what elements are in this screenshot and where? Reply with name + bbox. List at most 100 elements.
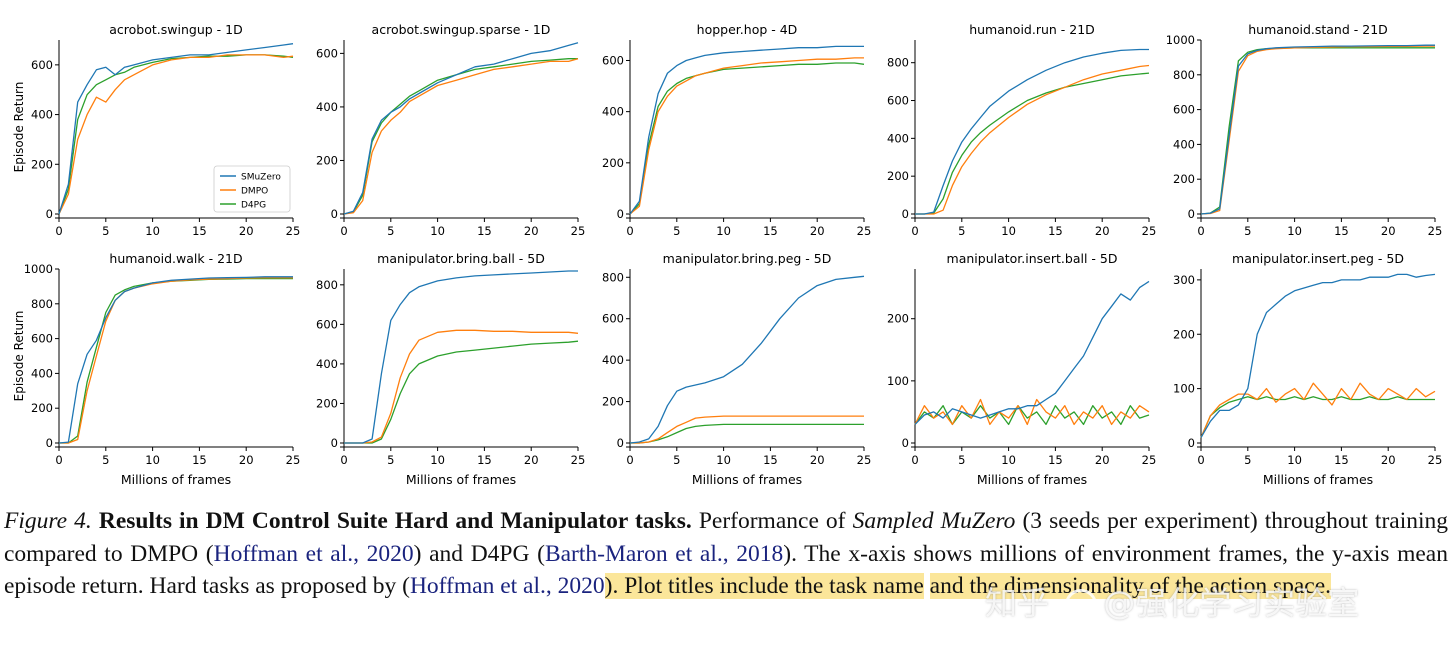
- x-tick-label: 15: [763, 453, 778, 467]
- x-tick-label: 20: [239, 453, 254, 467]
- x-tick-label: 20: [1381, 224, 1396, 238]
- series-line-d4pg: [344, 340, 579, 444]
- series-line-smuzero: [1200, 273, 1436, 438]
- x-tick-label: 10: [1287, 224, 1302, 238]
- x-tick-label: 20: [524, 453, 539, 467]
- y-tick-label: 200: [316, 396, 338, 410]
- series-line-d4pg: [629, 62, 865, 215]
- chart-panel: humanoid.run - 21D 0 5 10 15 20 25 0 200 400 600 80…: [887, 22, 1156, 238]
- series-line-smuzero: [58, 276, 293, 444]
- chart-title: manipulator.bring.peg - 5D: [663, 251, 832, 266]
- y-tick-label: 0: [902, 207, 909, 221]
- y-tick-label: 600: [316, 46, 338, 60]
- chart-panel: acrobot.swingup.sparse - 1D 0 5 10 15 20 25 0 20…: [316, 22, 585, 238]
- citation-link-hoffman-2[interactable]: Hoffman et al., 2020: [409, 573, 605, 599]
- y-tick-label: 800: [31, 297, 53, 311]
- x-tick-label: 20: [239, 224, 254, 238]
- x-tick-label: 0: [626, 453, 633, 467]
- x-axis-label: Millions of frames: [406, 472, 516, 487]
- x-tick-label: 25: [857, 453, 872, 467]
- y-tick-label: 0: [331, 436, 338, 450]
- y-tick-label: 400: [602, 105, 624, 119]
- x-tick-label: 10: [716, 224, 731, 238]
- x-tick-label: 25: [571, 453, 586, 467]
- watermark-logo-icon: [1065, 589, 1098, 621]
- y-tick-label: 0: [1188, 436, 1195, 450]
- y-tick-label: 400: [31, 108, 53, 122]
- chart-title: acrobot.swingup - 1D: [109, 22, 242, 37]
- series-line-dmpo: [59, 277, 293, 444]
- y-tick-label: 600: [602, 312, 624, 326]
- y-tick-label: 600: [316, 317, 338, 331]
- y-tick-label: 800: [1173, 68, 1195, 82]
- y-tick-label: 400: [316, 357, 338, 371]
- chart-title: hopper.hop - 4D: [697, 22, 798, 37]
- y-tick-label: 800: [887, 56, 909, 70]
- x-tick-label: 0: [626, 224, 633, 238]
- y-tick-label: 300: [1173, 273, 1195, 287]
- citation-link-barth-maron[interactable]: Barth-Maron et al., 2018: [544, 540, 784, 567]
- caption-text-6: and the dimensionality of the action spa…: [929, 573, 1332, 599]
- series-line-dmpo: [915, 64, 1150, 215]
- caption-text-2: (3 seeds per experiment) throughout trai…: [4, 508, 1449, 567]
- x-tick-label: 15: [1048, 453, 1063, 467]
- citation-link-hoffman[interactable]: Hoffman et al., 2020: [213, 540, 414, 567]
- x-tick-label: 15: [1334, 453, 1349, 467]
- legend-label: DMPO: [241, 187, 268, 197]
- chart-panel: acrobot.swingup - 1D 0 5 10 15 20 25 0 200 400 600…: [12, 22, 300, 238]
- x-tick-label: 25: [1142, 224, 1157, 238]
- x-tick-label: 25: [1428, 224, 1443, 238]
- y-tick-label: 0: [902, 436, 909, 450]
- series-line-d4pg: [630, 423, 864, 444]
- x-tick-label: 5: [673, 224, 680, 238]
- chart-panel: manipulator.bring.ball - 5D 0 5 10 15 20 25 0 20…: [316, 251, 585, 487]
- y-axis-label: Episode Return: [12, 311, 26, 402]
- x-tick-label: 15: [192, 224, 207, 238]
- chart-panel: manipulator.insert.peg - 5D 0 5 10 15 20 25 0 10…: [1173, 251, 1442, 487]
- series-line-dmpo: [914, 398, 1150, 426]
- x-tick-label: 20: [810, 224, 825, 238]
- y-tick-label: 1000: [24, 262, 53, 276]
- y-tick-label: 200: [316, 153, 338, 167]
- watermark: 知乎 @强化学习实验室: [985, 578, 1435, 624]
- chart-title: humanoid.stand - 21D: [1248, 22, 1388, 37]
- series-line-dmpo: [1200, 382, 1436, 438]
- x-tick-label: 5: [1244, 224, 1251, 238]
- caption-text-1: Performance of: [698, 508, 846, 534]
- chart-title: humanoid.run - 21D: [969, 22, 1095, 37]
- series-line-dmpo: [629, 57, 864, 215]
- caption-text-5: ). Plot titles include the task name: [604, 573, 924, 599]
- y-tick-label: 400: [1173, 137, 1195, 151]
- x-tick-label: 10: [716, 453, 731, 467]
- x-tick-label: 25: [286, 453, 301, 467]
- y-tick-label: 0: [617, 436, 624, 450]
- figure-grid: acrobot.swingup - 1D0 5 10 15 20 250200400600…: [12, 22, 1443, 487]
- watermark-site: 知乎: [985, 584, 1050, 622]
- x-tick-label: 5: [958, 224, 965, 238]
- series-line-smuzero: [914, 280, 1150, 425]
- x-axis-label: Millions of frames: [121, 472, 231, 487]
- y-tick-label: 400: [887, 131, 909, 145]
- x-tick-label: 10: [1001, 453, 1016, 467]
- series-line-smuzero: [629, 275, 865, 444]
- x-tick-label: 5: [102, 224, 109, 238]
- series-line-smuzero: [58, 43, 294, 215]
- caption-bold-title: Results in DM Control Suite Hard and Man…: [98, 508, 692, 534]
- series-line-smuzero: [344, 270, 578, 444]
- y-tick-label: 200: [1173, 172, 1195, 186]
- caption-label: Figure 4.: [4, 508, 92, 534]
- x-tick-label: 20: [524, 224, 539, 238]
- y-tick-label: 200: [31, 401, 53, 415]
- y-axis-label: Episode Return: [12, 82, 26, 173]
- y-tick-label: 0: [46, 436, 53, 450]
- x-tick-label: 0: [55, 453, 62, 467]
- chart-panel: hopper.hop - 4D 0 5 10 15 20 25 0 200 400 600: [602, 22, 871, 238]
- x-tick-label: 0: [340, 453, 347, 467]
- x-tick-label: 5: [387, 224, 394, 238]
- x-tick-label: 0: [340, 224, 347, 238]
- x-tick-label: 5: [673, 453, 680, 467]
- series-line-d4pg: [59, 277, 293, 444]
- y-tick-label: 600: [602, 53, 624, 67]
- x-tick-label: 5: [102, 453, 109, 467]
- y-tick-label: 0: [331, 207, 338, 221]
